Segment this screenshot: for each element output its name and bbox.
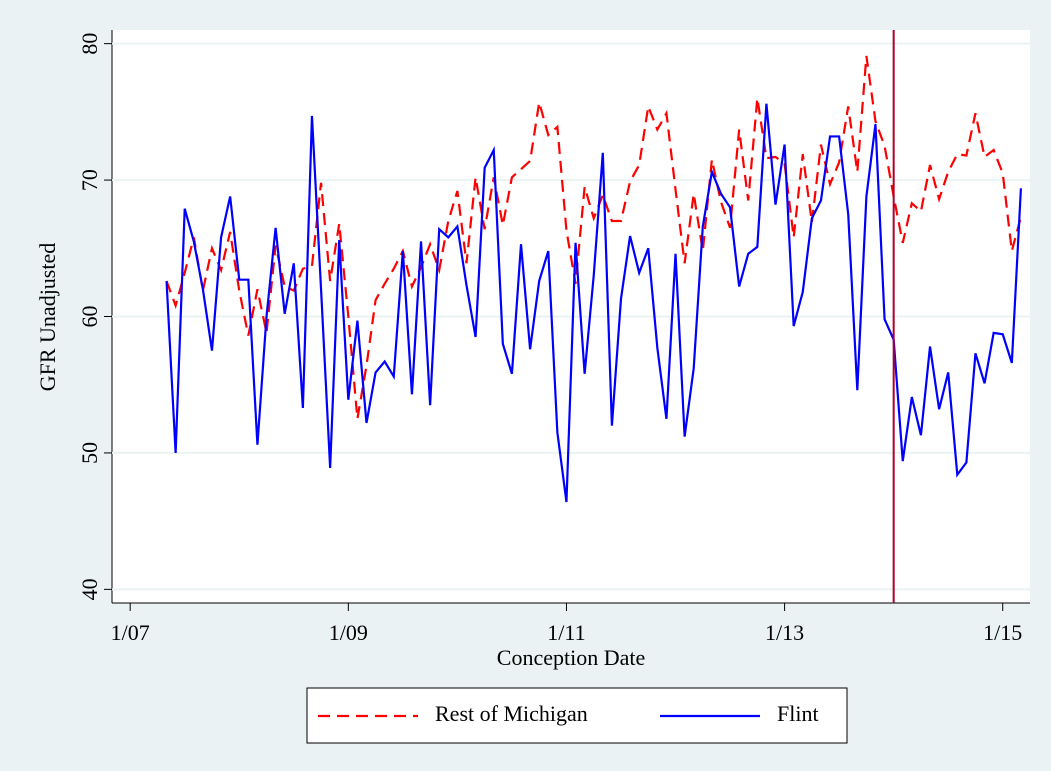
legend-label: Flint [777,701,819,726]
y-axis-title: GFR Unadjusted [35,243,60,392]
y-tick-label: 70 [77,169,102,191]
y-tick-label: 80 [77,33,102,55]
x-tick-label: 1/11 [547,620,585,645]
y-tick-label: 60 [77,306,102,328]
x-tick-label: 1/07 [111,620,150,645]
x-tick-label: 1/09 [329,620,368,645]
y-tick-label: 50 [77,442,102,464]
series-line [165,103,1023,503]
y-tick-label: 40 [77,578,102,600]
x-axis-title: Conception Date [497,645,645,670]
x-tick-label: 1/13 [765,620,804,645]
x-tick-label: 1/15 [983,620,1022,645]
series-line [165,55,1022,420]
legend-label: Rest of Michigan [435,701,588,726]
